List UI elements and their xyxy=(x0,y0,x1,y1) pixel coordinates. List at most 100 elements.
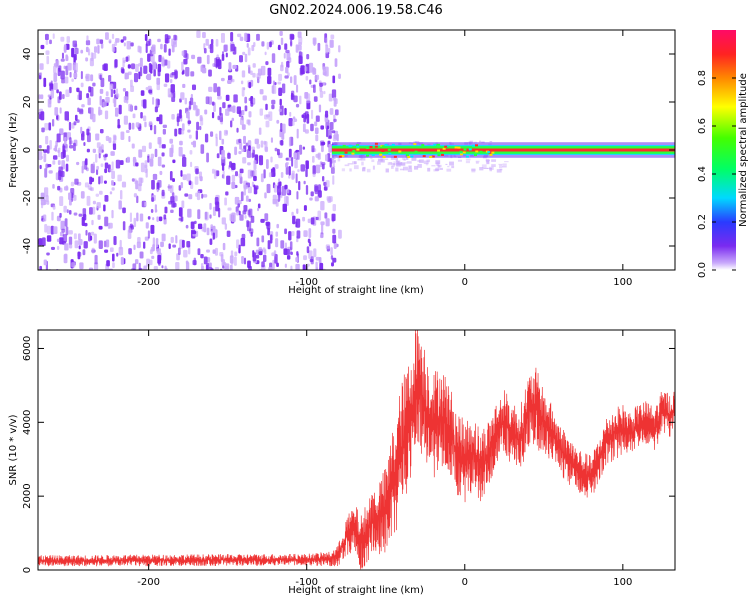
spectrogram-noise-cell xyxy=(131,143,135,149)
spectrogram-noise-cell xyxy=(255,254,260,259)
spectrogram-noise-cell xyxy=(64,136,67,146)
spectrogram-noise-cell xyxy=(248,81,252,89)
spectrogram-noise-cell xyxy=(46,252,50,256)
spectrogram-noise-cell xyxy=(56,89,59,94)
spectrogram-noise-cell xyxy=(243,204,248,212)
spectrogram-halo-cell xyxy=(396,160,400,165)
spectrogram-noise-cell xyxy=(127,71,132,76)
spectrogram-noise-cell xyxy=(285,157,290,161)
spectrogram-noise-cell xyxy=(280,139,284,146)
spectrogram-noise-cell xyxy=(213,169,217,179)
spectrogram-noise-cell xyxy=(227,207,232,211)
spectrogram-noise-cell xyxy=(271,104,275,110)
spectrogram-noise-cell xyxy=(152,61,157,71)
spectrogram-noise-cell xyxy=(118,246,124,256)
spectrogram-noise-cell xyxy=(194,176,199,185)
spectrogram-noise-cell xyxy=(92,161,95,166)
spectrogram-noise-cell xyxy=(181,50,185,56)
spectrogram-noise-cell xyxy=(280,37,284,46)
spectrogram-noise-cell xyxy=(140,162,145,173)
spectrogram-noise-cell xyxy=(62,234,68,243)
spectrogram-noise-cell xyxy=(202,32,206,39)
spectrogram-noise-cell xyxy=(200,144,205,154)
spectrogram-halo-cell xyxy=(404,162,408,164)
spectrogram-noise-cell xyxy=(113,236,117,246)
spectrogram-noise-cell xyxy=(214,57,219,68)
spectrogram-noise-cell xyxy=(250,70,253,76)
spectrogram-noise-cell xyxy=(184,97,188,105)
spectrogram-noise-cell xyxy=(251,146,256,151)
spectrogram-noise-cell xyxy=(210,38,214,45)
spectrogram-noise-cell xyxy=(215,201,220,212)
spectrogram-noise-cell xyxy=(286,61,290,68)
spectrogram-noise-cell xyxy=(254,138,259,145)
spectrogram-noise-cell xyxy=(178,217,182,221)
spectrogram-noise-cell xyxy=(247,186,252,194)
spectrogram-noise-cell xyxy=(74,240,79,249)
spectrogram-noise-cell xyxy=(265,120,270,128)
spectrogram-noise-cell xyxy=(332,175,335,185)
signal-ridge-cell xyxy=(489,153,493,156)
spectrogram-noise-cell xyxy=(102,64,107,71)
spectrogram-noise-cell xyxy=(132,263,137,270)
spectrogram-noise-cell xyxy=(225,130,228,135)
spectrogram-noise-cell xyxy=(258,250,263,256)
spectrogram-noise-cell xyxy=(56,238,60,243)
spectrogram-halo-cell xyxy=(413,141,417,143)
spectrogram-noise-cell xyxy=(239,176,243,184)
spectrogram-noise-cell xyxy=(275,231,279,237)
spectrogram-noise-cell xyxy=(155,98,160,108)
spectrogram-noise-cell xyxy=(325,218,330,227)
spectrogram-noise-cell xyxy=(81,104,85,108)
spectrogram-noise-cell xyxy=(111,170,115,179)
spectrogram-noise-cell xyxy=(47,98,52,108)
spectrogram-noise-cell xyxy=(169,185,174,194)
spectrogram-noise-cell xyxy=(128,135,131,143)
spectrogram-halo-cell xyxy=(498,163,503,166)
spectrogram-noise-cell xyxy=(236,106,242,114)
spectrogram-noise-cell xyxy=(111,161,114,171)
spectrogram-noise-cell xyxy=(259,89,264,95)
spectrogram-marks xyxy=(38,30,675,270)
spectrogram-noise-cell xyxy=(325,44,329,54)
colorbar-tick-label: 0.4 xyxy=(697,166,708,182)
spectrogram-noise-cell xyxy=(123,115,128,125)
spectrogram-noise-cell xyxy=(90,187,94,192)
spectrogram-noise-cell xyxy=(70,269,74,270)
spectrogram-noise-cell xyxy=(156,189,159,193)
spectrogram-noise-cell xyxy=(290,251,293,256)
spectrogram-noise-cell xyxy=(284,263,287,268)
spectrogram-noise-cell xyxy=(110,151,115,156)
spectrogram-xtick-label: 100 xyxy=(613,277,632,288)
spectrogram-halo-cell xyxy=(357,158,362,161)
snr-ytick-label: 6000 xyxy=(22,336,33,361)
spectrogram-noise-cell xyxy=(233,94,238,103)
spectrogram-noise-cell xyxy=(224,223,228,230)
spectrogram-noise-cell xyxy=(119,160,124,166)
spectrogram-noise-cell xyxy=(53,72,58,82)
spectrogram-noise-cell xyxy=(267,67,272,77)
spectrogram-noise-cell xyxy=(182,174,187,181)
spectrogram-noise-cell xyxy=(128,122,132,130)
spectrogram-noise-cell xyxy=(201,67,207,74)
spectrogram-noise-cell xyxy=(276,148,280,156)
spectrogram-halo-cell xyxy=(479,167,484,171)
signal-ridge-cell xyxy=(338,155,342,158)
spectrogram-noise-cell xyxy=(148,142,152,149)
spectrogram-halo-cell xyxy=(426,159,431,163)
spectrogram-noise-cell xyxy=(139,251,144,259)
spectrogram-noise-cell xyxy=(221,138,225,145)
spectrogram-noise-cell xyxy=(112,98,115,104)
spectrogram-noise-cell xyxy=(210,224,214,230)
spectrogram-noise-cell xyxy=(135,64,139,72)
spectrogram-noise-cell xyxy=(325,244,331,250)
spectrogram-noise-cell xyxy=(208,266,213,270)
spectrogram-noise-cell xyxy=(288,136,292,147)
spectrogram-noise-cell xyxy=(296,191,299,200)
signal-ridge-cell xyxy=(352,149,356,152)
spectrogram-noise-cell xyxy=(246,42,249,48)
spectrogram-noise-cell xyxy=(211,112,215,119)
spectrogram-noise-cell xyxy=(331,213,336,222)
spectrogram-noise-cell xyxy=(181,61,184,71)
spectrogram-noise-cell xyxy=(120,131,125,140)
